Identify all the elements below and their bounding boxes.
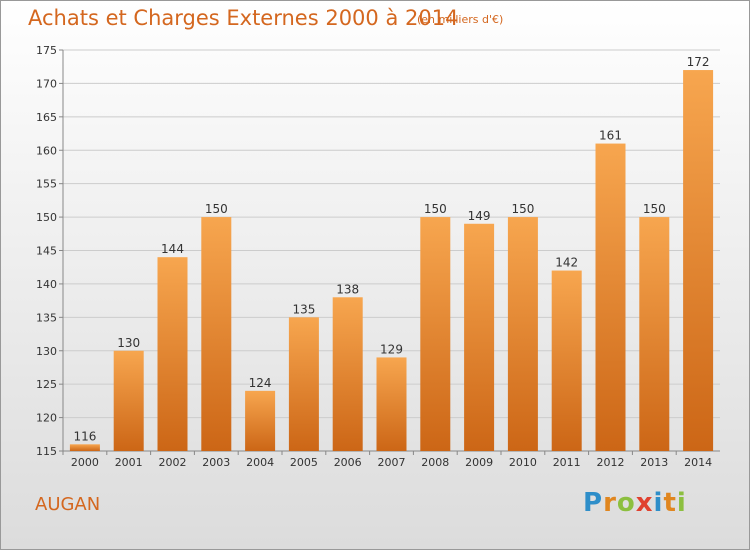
- data-label: 150: [643, 202, 666, 216]
- y-tick-label: 125: [36, 378, 57, 391]
- x-tick-label: 2001: [115, 456, 143, 469]
- y-tick-label: 140: [36, 278, 57, 291]
- bar-2006: [332, 297, 363, 451]
- x-tick-label: 2013: [640, 456, 668, 469]
- data-label: 142: [555, 256, 578, 270]
- data-label: 150: [205, 202, 228, 216]
- bar-2007: [376, 357, 407, 451]
- x-tick-label: 2011: [553, 456, 581, 469]
- logo-letter: x: [635, 488, 654, 518]
- chart-title: Achats et Charges Externes 2000 à 2014: [28, 6, 459, 30]
- logo-letter: i: [676, 488, 687, 518]
- y-tick-label: 175: [36, 44, 57, 57]
- data-labels: 116 130 144 150 124 135 138 129 150 149 150 142 161 1…: [73, 55, 709, 443]
- logo-letter: r: [603, 488, 617, 518]
- bar-2003: [201, 217, 232, 451]
- y-tick-label: 165: [36, 111, 57, 124]
- x-tick-label: 2003: [202, 456, 230, 469]
- logo-letter: t: [663, 488, 677, 518]
- x-ticks: 2000 2001 2002 2003 2004 2005 2006 2007 2008 2009…: [62, 451, 712, 469]
- x-tick-label: 2009: [465, 456, 493, 469]
- y-tick-label: 130: [36, 345, 57, 358]
- logo-letter: o: [616, 488, 636, 518]
- y-ticks: 115 120 125 130 135 140 145 150 155 160 165 170 175: [36, 44, 63, 458]
- y-tick-label: 160: [36, 144, 57, 157]
- x-tick-label: 2012: [597, 456, 625, 469]
- y-tick-label: 135: [36, 311, 57, 324]
- proxiti-logo: Proxiti: [583, 488, 687, 518]
- bar-2013: [639, 217, 670, 451]
- x-tick-label: 2004: [246, 456, 274, 469]
- bar-2009: [464, 223, 495, 451]
- y-tick-label: 145: [36, 245, 57, 258]
- data-label: 150: [511, 202, 534, 216]
- x-tick-label: 2010: [509, 456, 537, 469]
- data-label: 129: [380, 342, 403, 356]
- y-tick-label: 155: [36, 178, 57, 191]
- x-tick-label: 2008: [421, 456, 449, 469]
- chart-subtitle: (en milliers d'€): [417, 13, 504, 26]
- data-label: 144: [161, 242, 184, 256]
- data-label: 149: [468, 209, 491, 223]
- bar-2000: [69, 444, 100, 451]
- x-tick-label: 2014: [684, 456, 712, 469]
- data-label: 138: [336, 282, 359, 296]
- logo-letter: i: [653, 488, 664, 518]
- x-tick-label: 2006: [334, 456, 362, 469]
- data-label: 124: [249, 376, 272, 390]
- x-tick-label: 2007: [378, 456, 406, 469]
- data-label: 135: [292, 302, 315, 316]
- bar-2005: [288, 317, 319, 451]
- bar-2010: [507, 217, 538, 451]
- logo-letter: P: [583, 488, 604, 518]
- x-tick-label: 2002: [159, 456, 187, 469]
- commune-name: AUGAN: [35, 494, 101, 515]
- data-label: 130: [117, 336, 140, 350]
- bar-2002: [157, 257, 188, 451]
- bar-2011: [551, 270, 582, 451]
- y-tick-label: 120: [36, 412, 57, 425]
- bar-2001: [113, 350, 144, 451]
- bar-2008: [420, 217, 451, 451]
- x-tick-label: 2000: [71, 456, 99, 469]
- data-label: 116: [73, 429, 96, 443]
- data-label: 172: [687, 55, 710, 69]
- y-tick-label: 115: [36, 445, 57, 458]
- bar-2004: [245, 390, 276, 451]
- bar-2012: [595, 143, 626, 452]
- y-tick-label: 150: [36, 211, 57, 224]
- y-tick-label: 170: [36, 77, 57, 90]
- bars: [69, 70, 714, 452]
- data-label: 161: [599, 129, 622, 143]
- x-tick-label: 2005: [290, 456, 318, 469]
- bar-2014: [683, 70, 714, 452]
- data-label: 150: [424, 202, 447, 216]
